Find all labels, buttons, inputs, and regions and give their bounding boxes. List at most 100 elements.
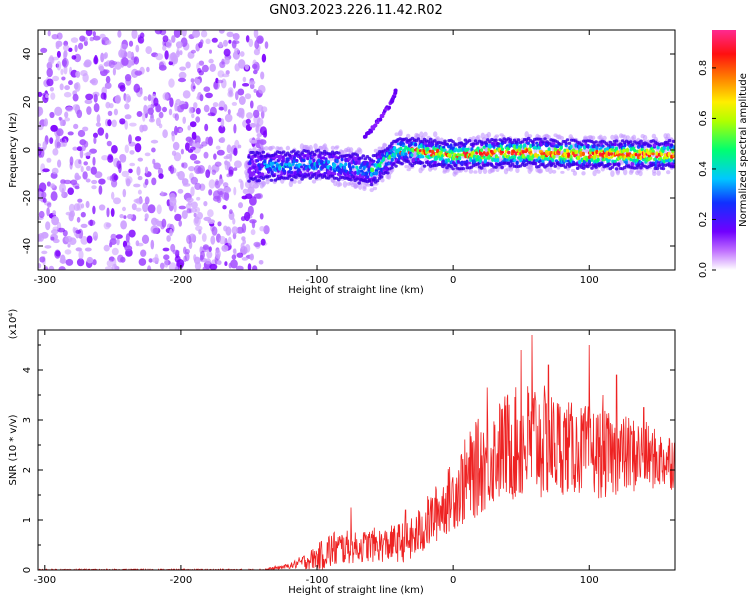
band-cell: [485, 144, 489, 148]
noise-speckle: [224, 187, 232, 193]
band-halo: [297, 179, 302, 184]
noise-speckle: [190, 176, 198, 185]
noise-speckle: [231, 226, 239, 235]
noise-speckle: [95, 122, 101, 127]
noise-speckle: [248, 80, 256, 85]
noise-speckle: [205, 38, 211, 45]
noise-speckle: [249, 122, 257, 128]
noise-speckle: [238, 59, 246, 69]
noise-speckle: [253, 30, 259, 39]
band-halo: [602, 135, 607, 141]
noise-speckle: [145, 46, 152, 55]
band-halo: [285, 145, 291, 151]
noise-speckle: [253, 48, 260, 56]
band-cell: [614, 146, 619, 151]
band-cell: [448, 154, 452, 159]
band-edge: [500, 139, 504, 143]
band-cell: [311, 162, 315, 166]
band-cell: [600, 149, 604, 153]
noise-speckle: [223, 104, 228, 112]
noise-speckle: [129, 162, 136, 167]
noise-speckle: [61, 187, 65, 198]
noise-speckle: [51, 216, 59, 226]
noise-speckle: [105, 75, 111, 84]
noise-speckle: [249, 139, 258, 144]
band-cell: [351, 171, 355, 175]
noise-speckle: [72, 146, 78, 151]
noise-speckle: [63, 91, 72, 98]
band-cell: [515, 160, 519, 166]
band-cell: [362, 165, 366, 171]
noise-speckle: [185, 197, 194, 203]
band-cell: [292, 156, 296, 160]
band-cell: [253, 165, 257, 169]
band-edge: [494, 138, 498, 142]
noise-speckle: [84, 247, 92, 252]
band-edge: [375, 179, 380, 183]
noise-speckle: [80, 211, 86, 218]
band-edge: [300, 177, 304, 181]
band-cell: [651, 152, 655, 156]
band-cell: [510, 155, 514, 160]
noise-speckle: [148, 258, 153, 263]
band-cell: [670, 158, 674, 161]
noise-speckle: [129, 122, 137, 127]
noise-speckle: [245, 35, 250, 43]
noise-speckle: [203, 104, 210, 113]
noise-speckle: [182, 116, 186, 125]
noise-speckle: [63, 50, 68, 58]
band-halo: [486, 131, 492, 138]
noise-speckle: [241, 223, 247, 234]
band-halo: [551, 169, 557, 174]
noise-speckle: [122, 206, 126, 212]
noise-speckle: [224, 113, 233, 123]
band-edge: [451, 140, 455, 144]
noise-speckle: [208, 189, 213, 196]
band-cell: [649, 156, 653, 160]
band-cell: [459, 153, 463, 157]
noise-speckle: [148, 118, 155, 123]
band-edge: [371, 178, 376, 182]
band-cell: [279, 154, 283, 159]
noise-speckle: [195, 207, 201, 213]
noise-speckle: [101, 155, 109, 161]
band-edge: [533, 161, 537, 165]
band-edge: [445, 166, 449, 170]
snr-series-line: [38, 334, 675, 570]
band-cell: [271, 161, 276, 165]
band-cell: [384, 162, 388, 167]
noise-speckle: [99, 33, 106, 39]
noise-speckle: [183, 246, 187, 255]
band-halo: [473, 170, 478, 174]
noise-speckle: [147, 107, 154, 115]
noise-speckle: [220, 118, 225, 128]
band-edge: [416, 137, 421, 141]
noise-speckle: [113, 197, 121, 205]
band-cell: [482, 151, 486, 155]
band-edge: [610, 165, 615, 169]
band-edge: [267, 174, 272, 178]
band-edge: [369, 183, 374, 187]
noise-speckle: [147, 204, 156, 214]
band-cell: [282, 171, 287, 175]
noise-speckle: [110, 233, 117, 241]
band-cell: [598, 152, 603, 157]
noise-speckle: [93, 132, 98, 138]
band-edge: [516, 138, 521, 142]
noise-speckle: [91, 179, 98, 185]
band-cell: [519, 143, 523, 149]
band-cell: [671, 148, 675, 153]
band-cell: [346, 171, 350, 176]
noise-speckle: [89, 148, 97, 154]
band-cell: [336, 156, 340, 160]
noise-speckle: [119, 118, 126, 125]
noise-speckle: [56, 32, 63, 40]
noise-speckle: [50, 236, 55, 241]
band-edge: [473, 139, 478, 143]
noise-speckle: [193, 212, 197, 218]
band-cell: [460, 162, 464, 167]
band-cell: [611, 145, 615, 149]
noise-speckle: [137, 36, 145, 44]
noise-speckle: [47, 30, 51, 37]
noise-speckle: [72, 104, 80, 111]
